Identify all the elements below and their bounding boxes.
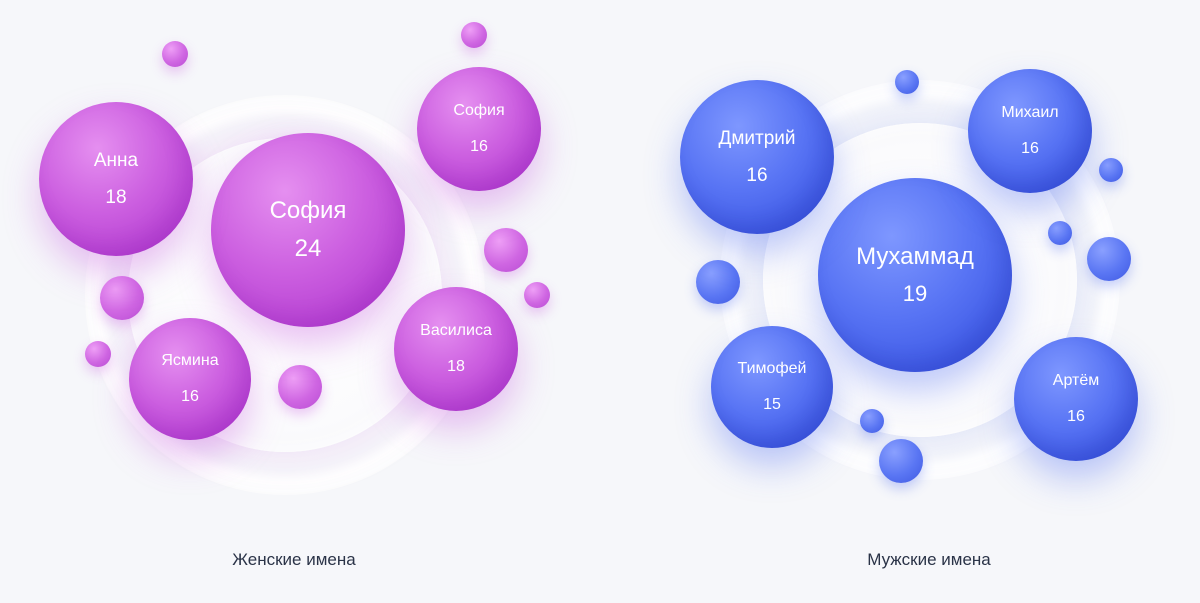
bubble-name: Анна [93, 150, 139, 171]
decorative-dot [1048, 221, 1072, 245]
bubble-sofia: София 24 [211, 133, 405, 327]
bubble-dmitriy: Дмитрий 16 [680, 80, 834, 234]
chart-caption: Женские имена [232, 550, 356, 569]
bubble-safiya: София 16 [417, 67, 541, 191]
decorative-dot [1087, 237, 1131, 281]
bubble-vasilisa: Василиса 18 [394, 287, 518, 411]
chart-caption: Мужские имена [867, 550, 991, 569]
decorative-dot [524, 282, 550, 308]
bubble-value: 15 [763, 396, 781, 413]
bubble-value: 16 [1067, 408, 1085, 425]
bubble-mikhail: Михаил 16 [968, 69, 1092, 193]
bubble-name: София [269, 197, 347, 224]
decorative-dot [895, 70, 919, 94]
female-names-chart: София 24 Анна 18 Василиса 18 София 16 Яс… [39, 22, 550, 569]
bubble-value: 16 [1021, 140, 1039, 157]
bubble-anna: Анна 18 [39, 102, 193, 256]
bubble-yasmina: Ясмина 16 [129, 318, 251, 440]
bubble-value: 16 [470, 138, 488, 155]
bubble-name: Василиса [420, 322, 492, 339]
bubble-value: 16 [181, 388, 199, 405]
decorative-dot [860, 409, 884, 433]
bubble-timofey: Тимофей 15 [711, 326, 833, 448]
male-names-chart: Мухаммад 19 Дмитрий 16 Михаил 16 Артём 1… [600, 0, 1200, 603]
decorative-dot [696, 260, 740, 304]
decorative-dot [278, 365, 322, 409]
bubble-muhammad: Мухаммад 19 [818, 178, 1012, 372]
bubble-name: Тимофей [737, 360, 807, 377]
bubble-name: Артём [1052, 372, 1100, 389]
bubble-value: 18 [105, 187, 127, 208]
decorative-dot [484, 228, 528, 272]
decorative-dot [162, 41, 188, 67]
bubble-name: Мухаммад [856, 243, 974, 270]
bubble-name: Дмитрий [718, 128, 796, 149]
decorative-dot [1099, 158, 1123, 182]
bubble-name: Ясмина [161, 352, 219, 369]
decorative-dot [100, 276, 144, 320]
decorative-dot [85, 341, 111, 367]
bubble-artyom: Артём 16 [1014, 337, 1138, 461]
bubble-name: София [453, 102, 505, 119]
bubble-value: 16 [746, 165, 768, 186]
bubble-value: 18 [447, 358, 465, 375]
decorative-dot [461, 22, 487, 48]
bubble-value: 19 [902, 281, 928, 306]
decorative-dot [879, 439, 923, 483]
bubble-value: 24 [294, 235, 322, 262]
bubble-name: Михаил [1001, 104, 1059, 121]
